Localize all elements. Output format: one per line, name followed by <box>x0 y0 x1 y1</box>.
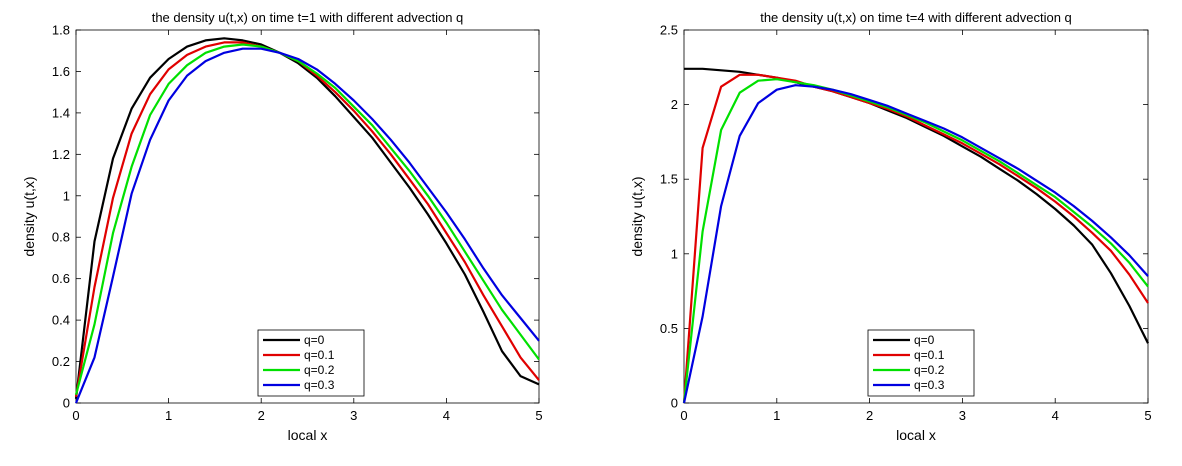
chart-title: the density u(t,x) on time t=1 with diff… <box>152 10 464 25</box>
legend-label: q=0 <box>304 333 325 347</box>
y-tick-label: 1.5 <box>660 172 678 187</box>
x-tick-label: 4 <box>1052 408 1059 423</box>
x-tick-label: 5 <box>535 408 542 423</box>
y-tick-label: 0.4 <box>52 313 70 328</box>
chart-panel-2: the density u(t,x) on time t=4 with diff… <box>629 10 1152 443</box>
x-tick-label: 2 <box>866 408 873 423</box>
y-tick-label: 1 <box>671 246 678 261</box>
x-tick-label: 0 <box>680 408 687 423</box>
series-line-q=0.3 <box>682 84 1149 404</box>
legend-label: q=0.3 <box>914 378 945 392</box>
x-tick-label: 3 <box>350 408 357 423</box>
x-tick-label: 5 <box>1144 408 1151 423</box>
x-tick-label: 3 <box>959 408 966 423</box>
chart-title: the density u(t,x) on time t=4 with diff… <box>760 10 1072 25</box>
y-tick-label: 1.4 <box>52 105 70 120</box>
series-line-q=0.2 <box>682 78 1149 404</box>
y-tick-label: 0 <box>63 396 70 411</box>
legend-label: q=0.1 <box>914 348 945 362</box>
series-line-q=0.2 <box>74 43 540 395</box>
y-tick-label: 0.5 <box>660 321 678 336</box>
y-tick-label: 1 <box>63 188 70 203</box>
legend-label: q=0 <box>914 333 935 347</box>
y-tick-label: 1.8 <box>52 23 70 38</box>
x-axis-label: local x <box>896 427 936 443</box>
x-tick-label: 1 <box>773 408 780 423</box>
y-axis-label: density u(t,x) <box>629 176 645 256</box>
y-tick-label: 2 <box>671 97 678 112</box>
series-line-q=0 <box>74 37 540 400</box>
series-line-q=0.3 <box>74 47 540 404</box>
y-tick-label: 1.2 <box>52 147 70 162</box>
legend: q=0q=0.1q=0.2q=0.3 <box>867 329 975 397</box>
legend-label: q=0.2 <box>304 363 335 377</box>
y-tick-label: 0.8 <box>52 230 70 245</box>
x-axis-label: local x <box>288 427 328 443</box>
x-tick-label: 2 <box>258 408 265 423</box>
y-tick-label: 0.2 <box>52 354 70 369</box>
y-axis-label: density u(t,x) <box>21 176 37 256</box>
legend-label: q=0.3 <box>304 378 335 392</box>
legend-label: q=0.1 <box>304 348 335 362</box>
y-tick-label: 1.6 <box>52 64 70 79</box>
y-tick-label: 0 <box>671 396 678 411</box>
x-tick-label: 0 <box>72 408 79 423</box>
legend: q=0q=0.1q=0.2q=0.3 <box>257 329 365 397</box>
y-tick-label: 2.5 <box>660 23 678 38</box>
x-tick-label: 1 <box>165 408 172 423</box>
y-tick-label: 0.6 <box>52 271 70 286</box>
chart-panel-1: the density u(t,x) on time t=1 with diff… <box>21 10 543 443</box>
x-tick-label: 4 <box>443 408 450 423</box>
legend-label: q=0.2 <box>914 363 945 377</box>
series-line-q=0.1 <box>682 73 1149 404</box>
